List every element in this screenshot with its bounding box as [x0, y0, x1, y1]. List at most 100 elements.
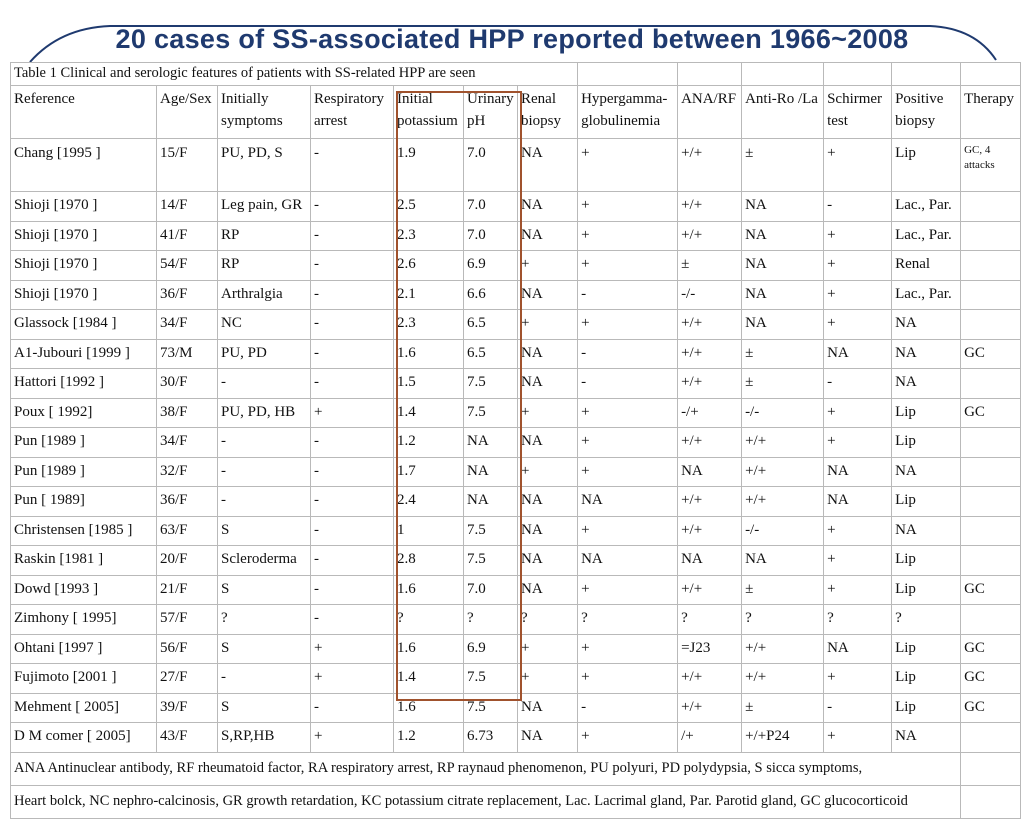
table-cell: +/+ [741, 633, 825, 664]
table-cell: NA [823, 486, 893, 517]
table-cell: NA [677, 545, 743, 576]
table-cell: NA [516, 191, 579, 222]
table-cell: NA [516, 368, 579, 399]
table-cell: + [823, 663, 893, 694]
table-cell: + [577, 138, 679, 192]
table-cell: 6.6 [463, 279, 518, 310]
table-cell: 2.3 [393, 309, 464, 340]
table-cell: 1.6 [393, 574, 464, 605]
table-cell: ? [516, 604, 579, 635]
table-cell: ? [577, 604, 679, 635]
table-cell: - [310, 574, 394, 605]
table-cell: + [823, 250, 893, 281]
column-header: Renal biopsy [516, 85, 579, 139]
table-cell: Lip [891, 692, 962, 723]
table-cell: NA [577, 486, 679, 517]
table-cell: Lac., Par. [891, 279, 962, 310]
table-cell: 54/F [156, 250, 218, 281]
table-cell: + [577, 515, 679, 546]
caption-blank-cell [891, 62, 962, 86]
table-cell: 57/F [156, 604, 218, 635]
table-cell: 6.9 [463, 633, 518, 664]
footnote-blank-cell [960, 751, 1022, 786]
table-cell: Shioji [1970 ] [10, 250, 157, 281]
title-arc-decoration [29, 25, 997, 63]
table-cell: 7.5 [463, 545, 518, 576]
table-cell: Leg pain, GR [217, 191, 311, 222]
table-cell [960, 368, 1022, 399]
table-cell: PU, PD, S [217, 138, 311, 192]
table-cell: ? [677, 604, 743, 635]
table-cell: 1.4 [393, 397, 464, 428]
table-cell: - [310, 220, 394, 251]
table-cell: - [217, 486, 311, 517]
table-cell: Mehment [ 2005] [10, 692, 157, 723]
table-cell: - [310, 338, 394, 369]
table-cell: NA [463, 456, 518, 487]
caption-blank-cell [741, 62, 825, 86]
table-cell: Pun [ 1989] [10, 486, 157, 517]
footnote: ANA Antinuclear antibody, RF rheumatoid … [9, 751, 962, 786]
table-cell: NA [741, 309, 825, 340]
table-cell: + [310, 633, 394, 664]
table-cell: 14/F [156, 191, 218, 222]
table-cell: GC [960, 338, 1022, 369]
column-header-line: ANA/RF [681, 91, 737, 107]
table-cell: NA [823, 338, 893, 369]
column-header-line: biopsy [895, 113, 936, 129]
column-header-line: symptoms [221, 113, 283, 129]
table-cell: + [577, 574, 679, 605]
table-cell: +/+ [741, 663, 825, 694]
table-cell: 1.2 [393, 722, 464, 753]
table-cell: + [823, 427, 893, 458]
table-cell: Pun [1989 ] [10, 427, 157, 458]
table-cell: + [577, 722, 679, 753]
table-cell: + [577, 250, 679, 281]
table-cell: NA [891, 338, 962, 369]
table-cell: 2.8 [393, 545, 464, 576]
table-cell: - [823, 191, 893, 222]
column-header: Initially symptoms [217, 85, 311, 139]
column-header: Reference [10, 85, 157, 139]
table-cell: S [217, 692, 311, 723]
table-cell: +/+ [677, 692, 743, 723]
table-cell: + [577, 309, 679, 340]
table-cell: Lac., Par. [891, 220, 962, 251]
table-cell [960, 486, 1022, 517]
table-row: Shioji [1970 ] 14/F Leg pain, GR -2.5 7.0 NA +… [10, 191, 1022, 222]
table-cell: NA [891, 722, 962, 753]
table-cell: Lip [891, 397, 962, 428]
table-cell: 63/F [156, 515, 218, 546]
table-cell: 20/F [156, 545, 218, 576]
table-cell: + [516, 250, 579, 281]
table-cell: 6.5 [463, 338, 518, 369]
table-cell: - [310, 250, 394, 281]
table-cell: - [823, 368, 893, 399]
table-cell: ± [677, 250, 743, 281]
table-container: Table 1 Clinical and serologic features … [9, 62, 1022, 819]
table-row: Raskin [1981 ] 20/F Scleroderma -2.8 7.5 NA NA… [10, 545, 1022, 576]
footnote: Heart bolck, NC nephro-calcinosis, GR gr… [9, 784, 962, 819]
table-cell [960, 191, 1022, 222]
table-cell: - [217, 427, 311, 458]
table-cell: - [577, 692, 679, 723]
column-header-line: biopsy [521, 113, 562, 129]
column-header-line: Urinary [467, 91, 514, 107]
table-cell: +/+ [677, 574, 743, 605]
table-cell: + [577, 397, 679, 428]
table-cell: + [577, 427, 679, 458]
column-header-line: test [827, 113, 848, 129]
table-cell: - [310, 456, 394, 487]
caption-blank-cell [960, 62, 1022, 86]
table-cell: + [577, 663, 679, 694]
table-cell: 1.2 [393, 427, 464, 458]
table-cell: + [516, 456, 579, 487]
table-cell: S [217, 574, 311, 605]
table-cell: ? [463, 604, 518, 635]
table-cell: - [310, 309, 394, 340]
table-cell: + [577, 191, 679, 222]
table-cell: Renal [891, 250, 962, 281]
table-row: Shioji [1970 ] 36/F Arthralgia -2.1 6.6 NA - -/… [10, 279, 1022, 310]
table-cell: GC [960, 633, 1022, 664]
table-cell: - [217, 368, 311, 399]
